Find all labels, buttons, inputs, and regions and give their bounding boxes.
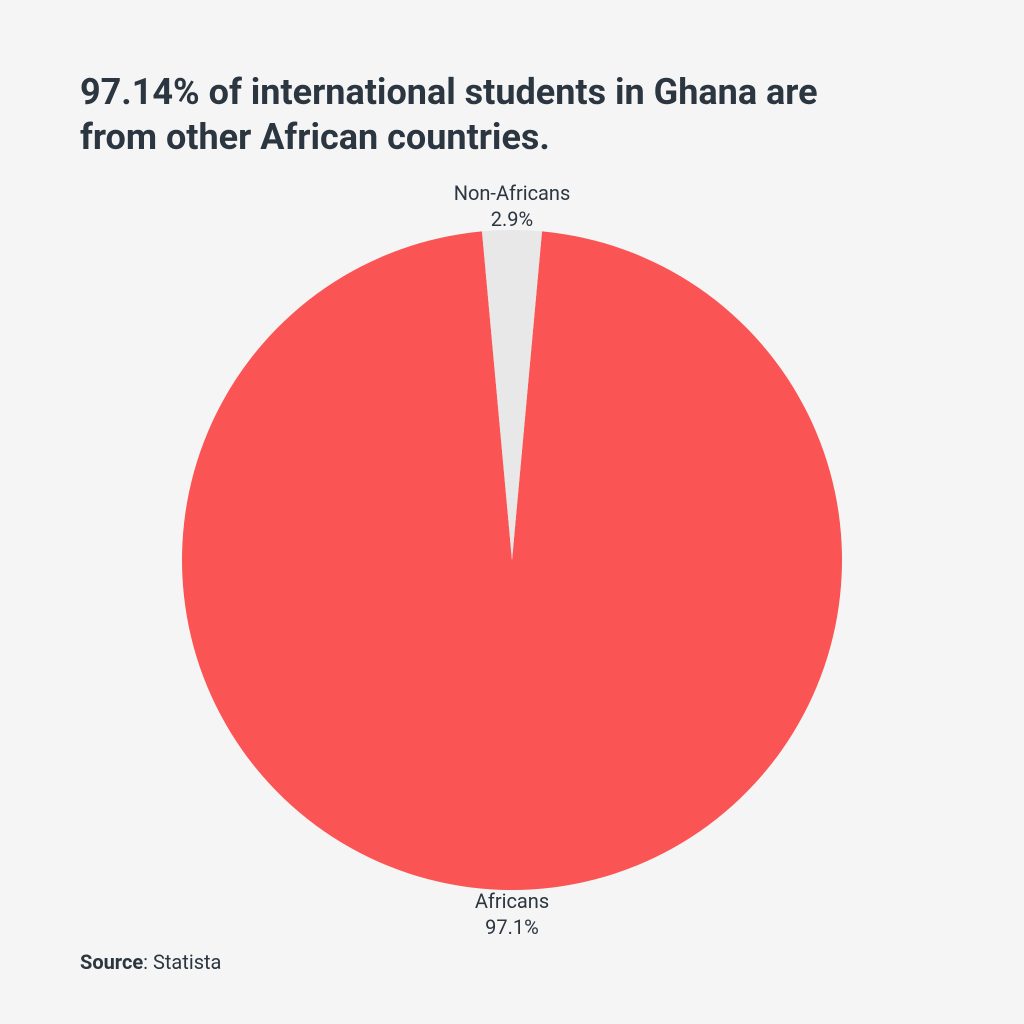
pie-chart-container: Non-Africans 2.9% Africans 97.1%: [80, 190, 944, 930]
source-value: Statista: [153, 950, 221, 974]
chart-title: 97.14% of international students in Ghan…: [80, 70, 860, 160]
source-label: Source: [80, 950, 143, 974]
slice-value: 2.9%: [454, 206, 571, 232]
slice-name: Africans: [475, 888, 549, 914]
pie-chart: [182, 230, 842, 890]
slice-name: Non-Africans: [454, 180, 571, 206]
slice-label-africans: Africans 97.1%: [475, 888, 549, 940]
chart-source: Source: Statista: [80, 950, 944, 974]
slice-label-non-africans: Non-Africans 2.9%: [454, 180, 571, 232]
slice-value: 97.1%: [475, 914, 549, 940]
